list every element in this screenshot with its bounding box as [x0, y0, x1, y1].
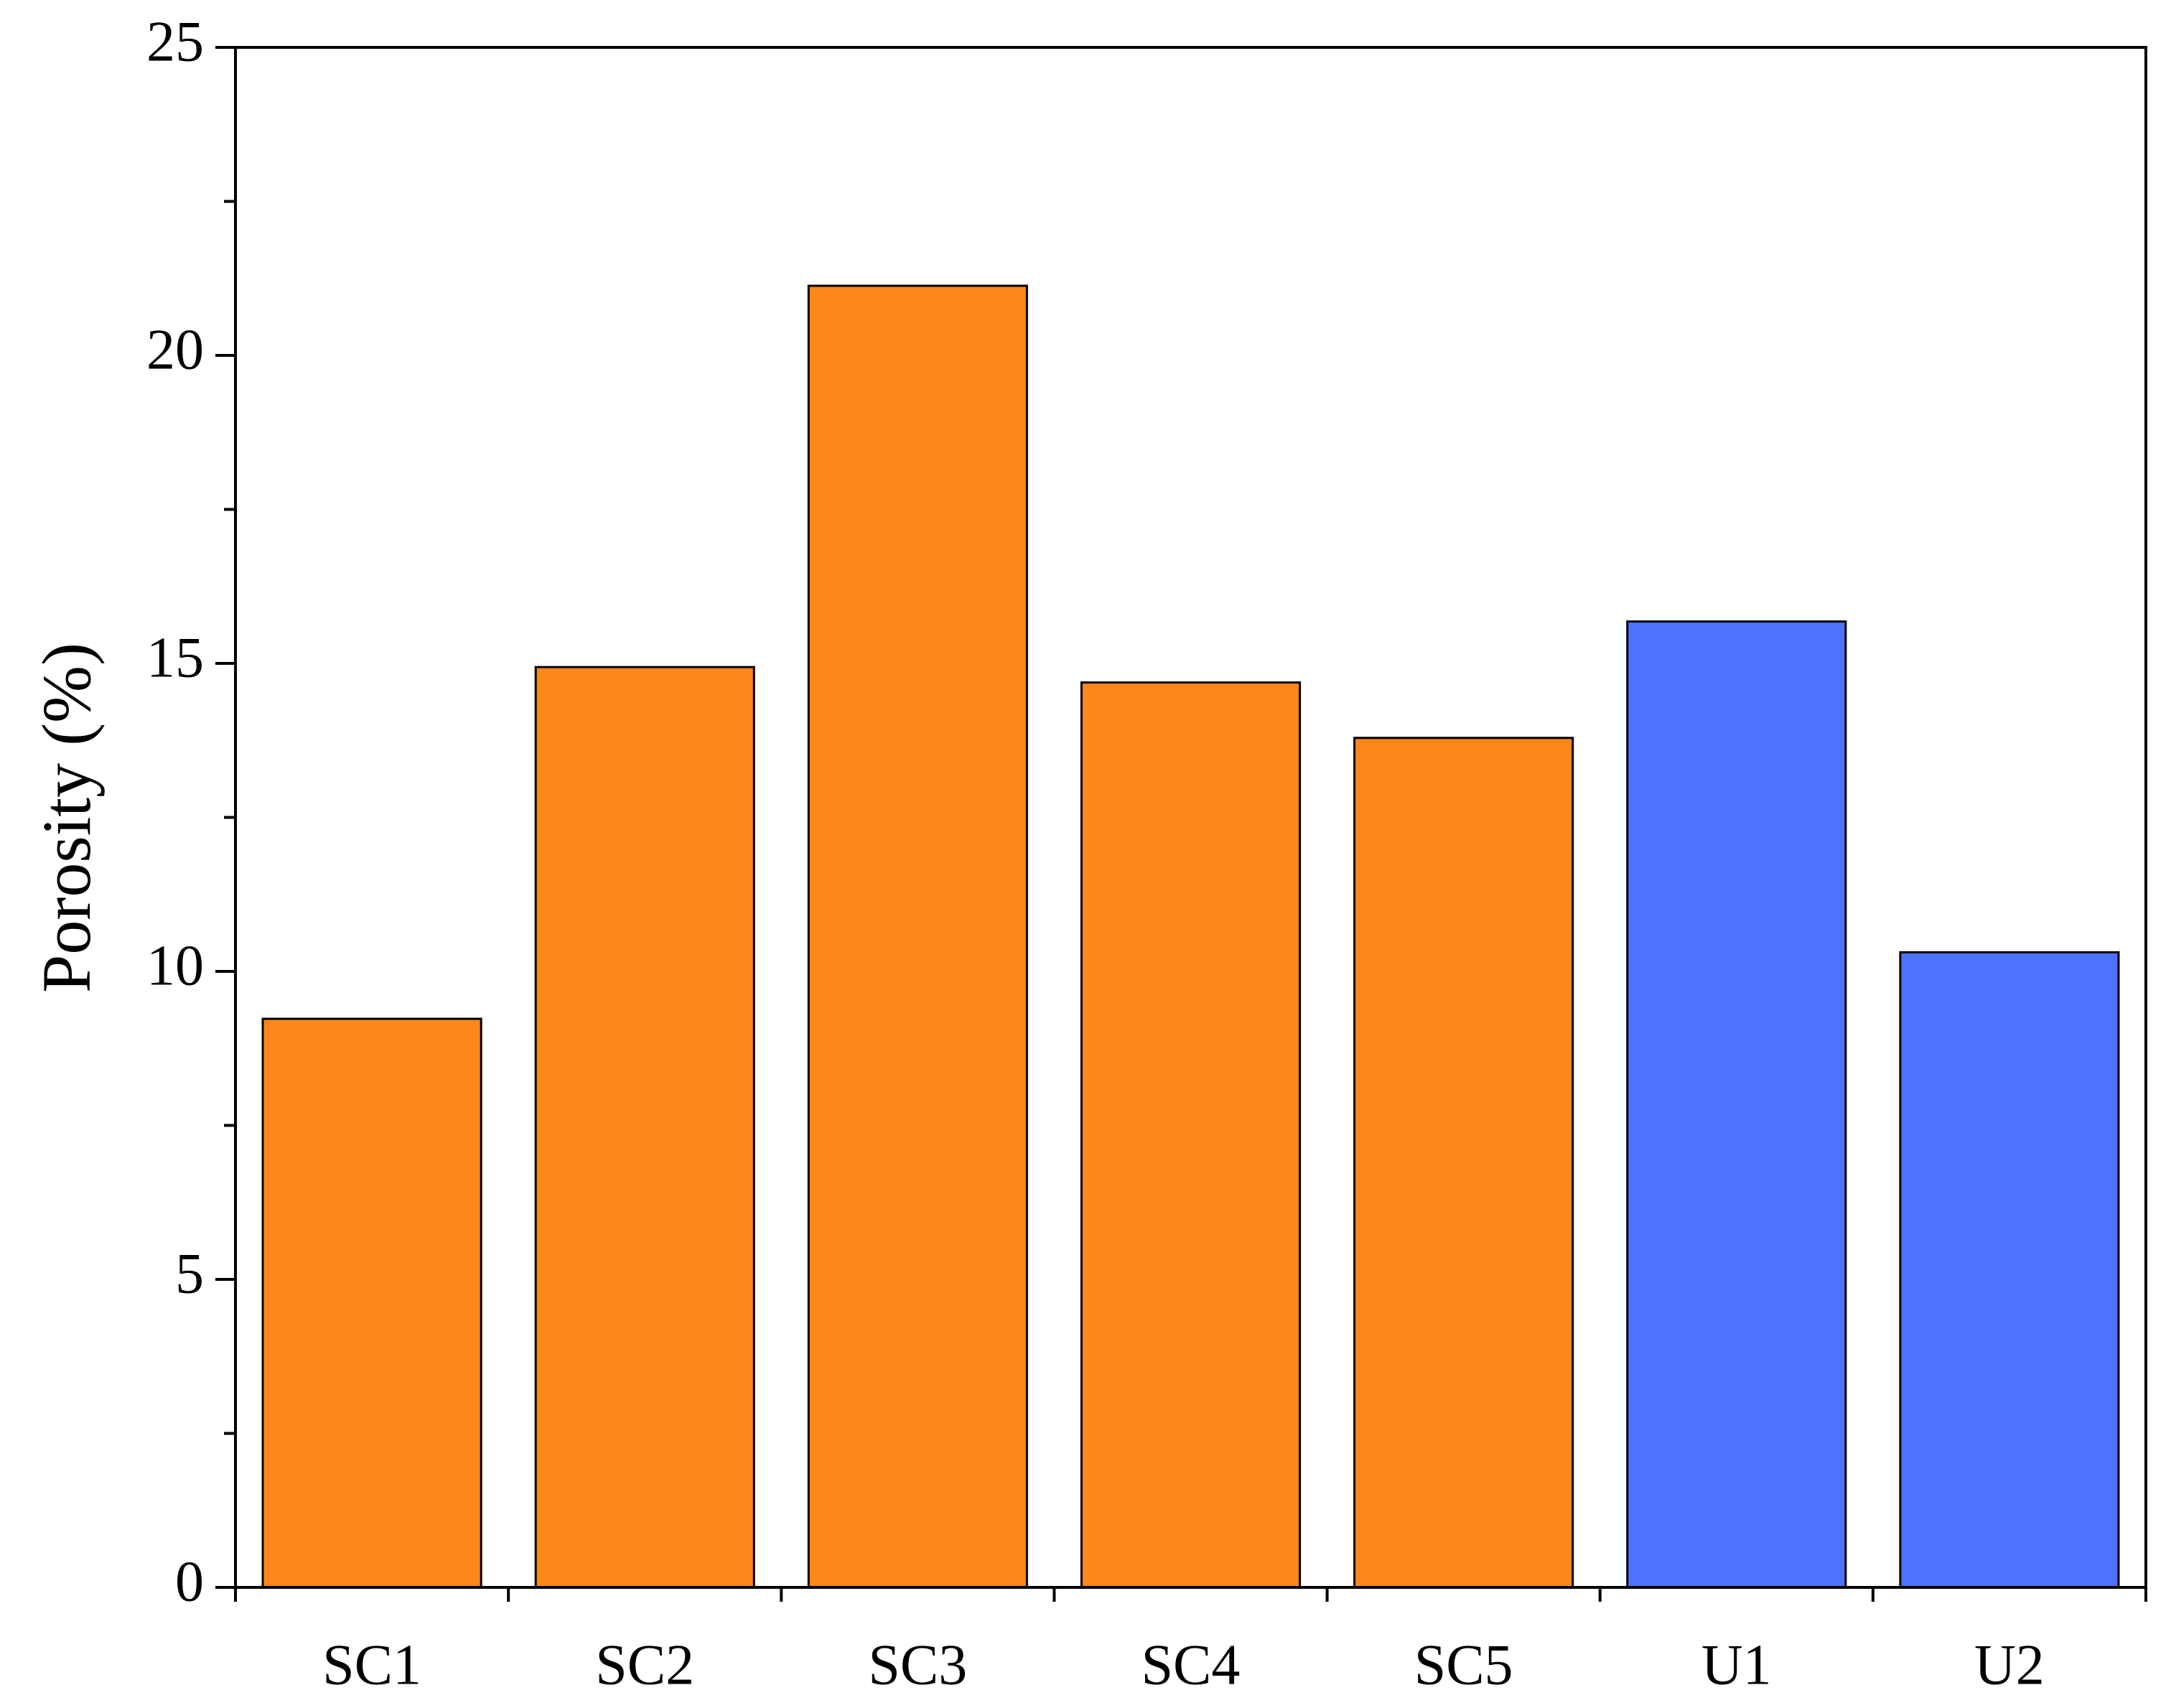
y-tick-label: 20	[146, 318, 204, 381]
y-axis-title: Porosity (%)	[28, 643, 105, 993]
x-tick-label: SC3	[868, 1633, 967, 1697]
y-tick-label: 0	[175, 1550, 204, 1613]
bar	[1080, 681, 1302, 1589]
y-tick-label: 25	[146, 10, 204, 73]
plot-frame	[234, 46, 2147, 1589]
x-tick-label: SC2	[595, 1633, 694, 1697]
y-tick-label: 5	[175, 1242, 204, 1305]
x-tick-label: U1	[1701, 1633, 1772, 1697]
x-tick-label: SC5	[1414, 1633, 1513, 1697]
x-tick-label: SC4	[1141, 1633, 1241, 1697]
bar	[534, 666, 755, 1589]
y-tick-label: 15	[146, 626, 204, 689]
x-tick-label: U2	[1974, 1633, 2045, 1697]
y-tick-label: 10	[146, 934, 204, 997]
bar	[807, 284, 1028, 1589]
bar	[1899, 951, 2120, 1589]
bar	[1626, 620, 1847, 1589]
bar	[1353, 737, 1574, 1589]
bar	[261, 1017, 482, 1589]
x-tick-label: SC1	[322, 1633, 421, 1697]
